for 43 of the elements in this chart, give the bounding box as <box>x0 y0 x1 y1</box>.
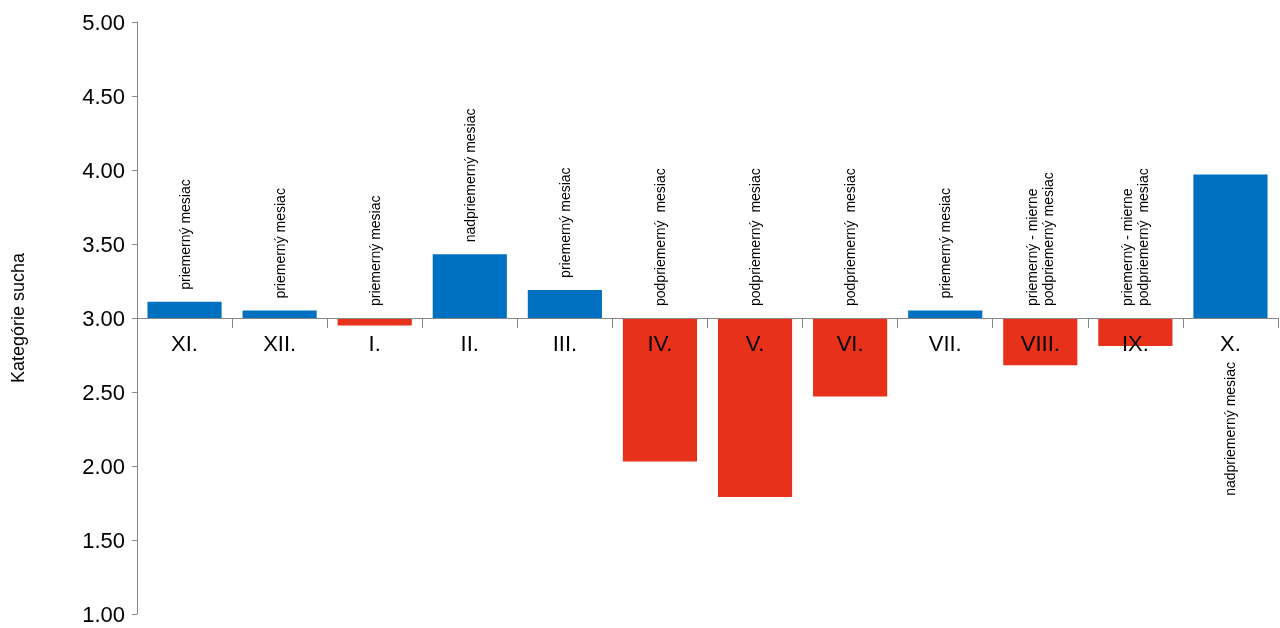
data-label: podpriemerný mesiac <box>747 168 764 306</box>
data-label: nadpriemerný mesiac <box>461 108 478 243</box>
x-tick-label: V. <box>745 330 765 356</box>
bar <box>908 310 983 318</box>
y-tick-label: 2.00 <box>82 453 125 479</box>
data-label: podpriemerný mesiac <box>842 168 859 306</box>
bar <box>1003 318 1078 366</box>
data-label: priemerný - mierne podpriemerný mesiac <box>1119 168 1152 306</box>
x-tick-label: III. <box>552 330 578 356</box>
data-label: priemerný mesiac <box>271 188 288 299</box>
y-axis-title: Kategórie sucha <box>8 251 28 384</box>
data-label: priemerný mesiac <box>176 179 193 290</box>
y-tick-label: 4.00 <box>82 157 125 183</box>
bar <box>622 318 698 462</box>
data-label: priemerný - mierne podpriemerný mesiac <box>1024 172 1057 306</box>
x-tick-label: XII. <box>263 330 297 356</box>
y-tick-label: 1.00 <box>82 601 125 627</box>
y-tick-label: 5.00 <box>82 9 125 35</box>
y-tick-label: 3.50 <box>82 231 125 257</box>
data-label: priemerný mesiac <box>937 188 954 299</box>
y-tick-label: 4.50 <box>82 83 125 109</box>
bar <box>813 318 888 397</box>
data-label: podpriemerný mesiac <box>651 168 668 306</box>
data-label: priemerný mesiac <box>556 167 573 278</box>
x-tick-label: II. <box>460 330 479 356</box>
x-tick-label: VI. <box>836 330 864 356</box>
bar <box>242 310 317 318</box>
y-tick-label: 3.00 <box>82 305 125 331</box>
x-tick-label: VIII. <box>1020 330 1060 356</box>
x-tick-label: I. <box>368 330 381 356</box>
x-tick-label: X. <box>1220 330 1241 356</box>
bar <box>147 301 222 318</box>
bar <box>527 289 602 318</box>
data-label: priemerný mesiac <box>366 195 383 306</box>
x-tick-label: VII. <box>928 330 962 356</box>
bar <box>432 254 507 318</box>
y-tick-label: 2.50 <box>82 379 125 405</box>
bar <box>717 318 793 498</box>
x-tick-label: IV. <box>647 330 673 356</box>
x-tick-label: XI. <box>171 330 198 356</box>
y-tick-label: 1.50 <box>82 527 125 553</box>
bar <box>1193 174 1268 318</box>
data-label: nadpriemerný mesiac <box>1222 362 1239 496</box>
